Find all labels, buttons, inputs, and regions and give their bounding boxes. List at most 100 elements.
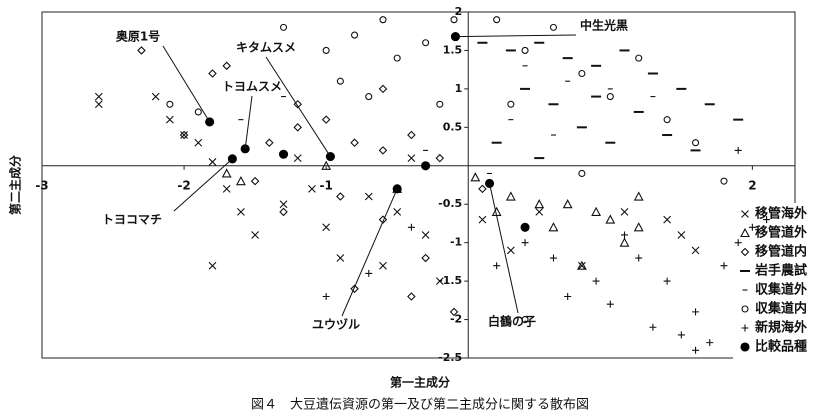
point xyxy=(293,154,302,162)
point xyxy=(279,207,288,217)
point xyxy=(166,100,174,108)
point xyxy=(649,323,657,331)
legend-bg xyxy=(733,203,837,363)
point xyxy=(322,223,331,232)
point xyxy=(663,116,671,124)
point xyxy=(619,237,630,247)
point xyxy=(691,246,700,255)
legend-label: 移管道内 xyxy=(755,244,807,260)
point xyxy=(421,253,430,263)
annotation: キタムスメ xyxy=(236,41,296,55)
point xyxy=(493,262,501,270)
point xyxy=(450,16,458,24)
point xyxy=(763,216,771,224)
point xyxy=(165,115,174,124)
point xyxy=(208,69,217,78)
legend-symbol xyxy=(740,247,750,257)
point xyxy=(633,191,644,201)
point xyxy=(222,61,231,71)
point xyxy=(620,208,629,216)
point xyxy=(393,54,401,62)
point xyxy=(535,208,544,216)
point xyxy=(378,84,388,94)
point xyxy=(350,138,359,147)
y-tick-label: -0.5 xyxy=(438,197,462,210)
point xyxy=(592,277,600,285)
point xyxy=(635,254,643,262)
point xyxy=(734,239,742,247)
point xyxy=(605,214,616,224)
point xyxy=(621,231,629,239)
y-tick-label: -2.5 xyxy=(438,351,462,364)
point xyxy=(221,168,232,178)
point xyxy=(521,46,529,54)
point xyxy=(691,139,700,147)
annotation-arrow xyxy=(265,56,331,157)
annotation-arrow xyxy=(162,45,211,123)
point xyxy=(692,346,700,354)
point xyxy=(407,292,416,301)
point xyxy=(435,277,444,285)
point xyxy=(336,254,345,262)
point xyxy=(506,246,515,255)
point xyxy=(591,206,602,216)
point xyxy=(521,239,529,247)
legend-symbol xyxy=(740,227,750,238)
x-tick-label: -2 xyxy=(177,178,190,192)
legend-label: 収集道外 xyxy=(755,282,807,298)
point xyxy=(421,231,430,239)
point xyxy=(436,100,444,108)
point xyxy=(677,231,686,239)
point xyxy=(278,149,289,159)
legend-symbol xyxy=(741,324,749,332)
point xyxy=(222,184,231,193)
point xyxy=(293,123,303,132)
point xyxy=(279,200,288,209)
point xyxy=(250,176,260,186)
point xyxy=(151,92,160,101)
point xyxy=(493,16,501,24)
annotation-arrow xyxy=(173,158,233,212)
x-tick-label: -3 xyxy=(35,178,48,192)
point xyxy=(235,175,246,186)
point xyxy=(237,208,245,216)
point xyxy=(549,23,558,31)
legend-symbol xyxy=(741,305,749,313)
plot-frame xyxy=(41,11,796,359)
legend-symbol xyxy=(740,342,750,352)
point xyxy=(706,339,714,347)
annotation: 中生光黒 xyxy=(580,18,628,33)
point xyxy=(520,222,530,232)
y-tick-label: 1.5 xyxy=(443,43,463,56)
point xyxy=(94,92,103,101)
annotation-arrow xyxy=(455,34,577,38)
point xyxy=(365,269,373,277)
legend-label: 移管海外 xyxy=(755,206,807,222)
point xyxy=(548,222,559,232)
point xyxy=(251,231,260,239)
point xyxy=(378,215,388,224)
point xyxy=(578,169,586,178)
point xyxy=(265,138,274,147)
point xyxy=(562,199,573,209)
point xyxy=(194,138,203,147)
point xyxy=(549,254,557,262)
y-axis-label: 第二主成分 xyxy=(8,155,23,215)
point xyxy=(470,172,481,182)
point xyxy=(449,307,459,317)
y-tick-label: 2 xyxy=(455,5,463,18)
caption: 図４ 大豆遺伝資源の第一及び第二主成分に関する散布図 xyxy=(251,398,589,413)
point xyxy=(407,130,416,140)
point xyxy=(534,199,545,209)
point xyxy=(364,192,373,201)
point xyxy=(422,39,430,47)
x-axis-label: 第一主成分 xyxy=(390,375,450,390)
point xyxy=(505,191,516,201)
annotation: 白鶴の子 xyxy=(488,314,536,329)
y-tick-label: -1.5 xyxy=(438,274,462,287)
point xyxy=(577,261,586,270)
point xyxy=(407,223,415,231)
y-tick-label: 1 xyxy=(455,82,463,95)
point xyxy=(606,300,614,308)
